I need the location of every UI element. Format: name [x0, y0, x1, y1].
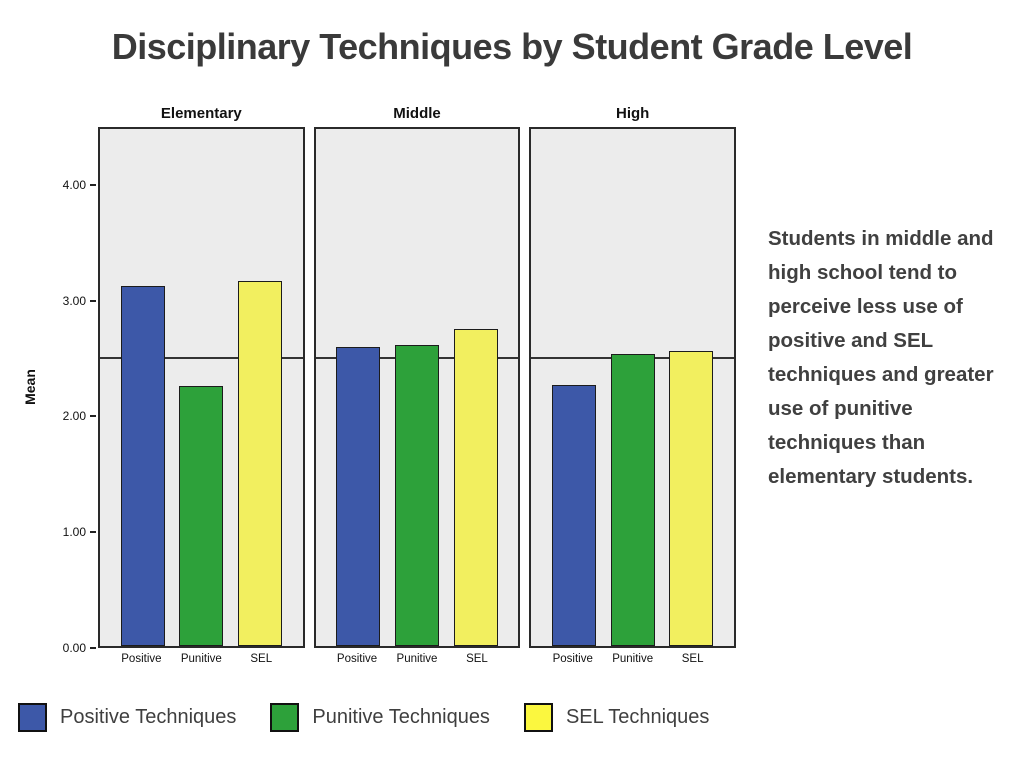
plot-area — [313, 127, 521, 648]
y-tick-label: 1.00 — [62, 525, 86, 540]
x-label: Punitive — [180, 653, 222, 665]
bar-punitive — [395, 345, 439, 646]
bar-punitive — [610, 354, 655, 646]
y-tick-label: 3.00 — [62, 293, 86, 308]
legend-label: Punitive Techniques — [312, 706, 490, 728]
y-tick-mark — [90, 531, 96, 534]
legend: Positive Techniques Punitive Techniques SE… — [18, 703, 709, 732]
panel-title: Middle — [393, 105, 441, 122]
y-axis-title: Mean — [22, 369, 38, 405]
bar-positive — [551, 385, 596, 646]
legend-item: Positive Techniques — [18, 703, 236, 732]
panel-middle: Middle Positive Punitive SEL — [313, 105, 521, 673]
panel-elementary: Elementary Positive Punitive SEL — [98, 105, 305, 673]
y-axis-ticks: 4.00 3.00 2.00 1.00 0.00 — [50, 127, 96, 655]
x-axis-labels: Positive Punitive SEL — [314, 653, 521, 673]
chart-panels: Elementary Positive Punitive SEL Middle Posit… — [98, 105, 737, 673]
panel-title: High — [616, 105, 650, 122]
slide-title: Disciplinary Techniques by Student Grade… — [111, 26, 913, 67]
x-label: SEL — [466, 653, 488, 665]
panel-title: Elementary — [160, 105, 242, 122]
bar-positive — [336, 347, 381, 646]
legend-item: Punitive Techniques — [270, 703, 490, 732]
legend-label: Positive Techniques — [60, 706, 237, 728]
bar-positive — [120, 286, 165, 646]
legend-item: SEL Techniques — [523, 703, 710, 732]
bar-sel — [669, 350, 714, 646]
y-tick-label: 2.00 — [62, 409, 86, 424]
y-tick-mark — [90, 183, 96, 186]
y-tick-mark — [90, 299, 96, 302]
x-label: SEL — [250, 653, 273, 665]
legend-label: SEL Techniques — [565, 706, 710, 728]
y-tick-label: 4.00 — [62, 177, 86, 192]
x-axis-labels: Positive Punitive SEL — [98, 653, 305, 673]
y-tick-label: 0.00 — [62, 641, 86, 655]
annotation-text: Students in middle and high school tend … — [768, 227, 994, 488]
legend-swatch — [523, 703, 553, 732]
x-label: Punitive — [396, 653, 438, 665]
x-label: Positive — [336, 653, 378, 665]
y-tick-mark — [90, 647, 96, 649]
bar-punitive — [179, 386, 224, 646]
x-axis-labels: Positive Punitive SEL — [529, 653, 736, 673]
plot-area — [98, 127, 305, 648]
reference-line — [100, 356, 303, 359]
x-label: Positive — [552, 653, 593, 665]
legend-swatch — [18, 703, 47, 732]
bar-sel — [453, 328, 498, 646]
plot-area — [529, 127, 737, 648]
x-label: Positive — [121, 653, 162, 665]
x-label: SEL — [681, 653, 704, 665]
bar-sel — [238, 280, 283, 646]
y-tick-mark — [90, 415, 96, 418]
x-label: Punitive — [612, 653, 654, 665]
legend-swatch — [270, 703, 300, 732]
panel-high: High Positive Punitive SEL — [529, 105, 737, 673]
